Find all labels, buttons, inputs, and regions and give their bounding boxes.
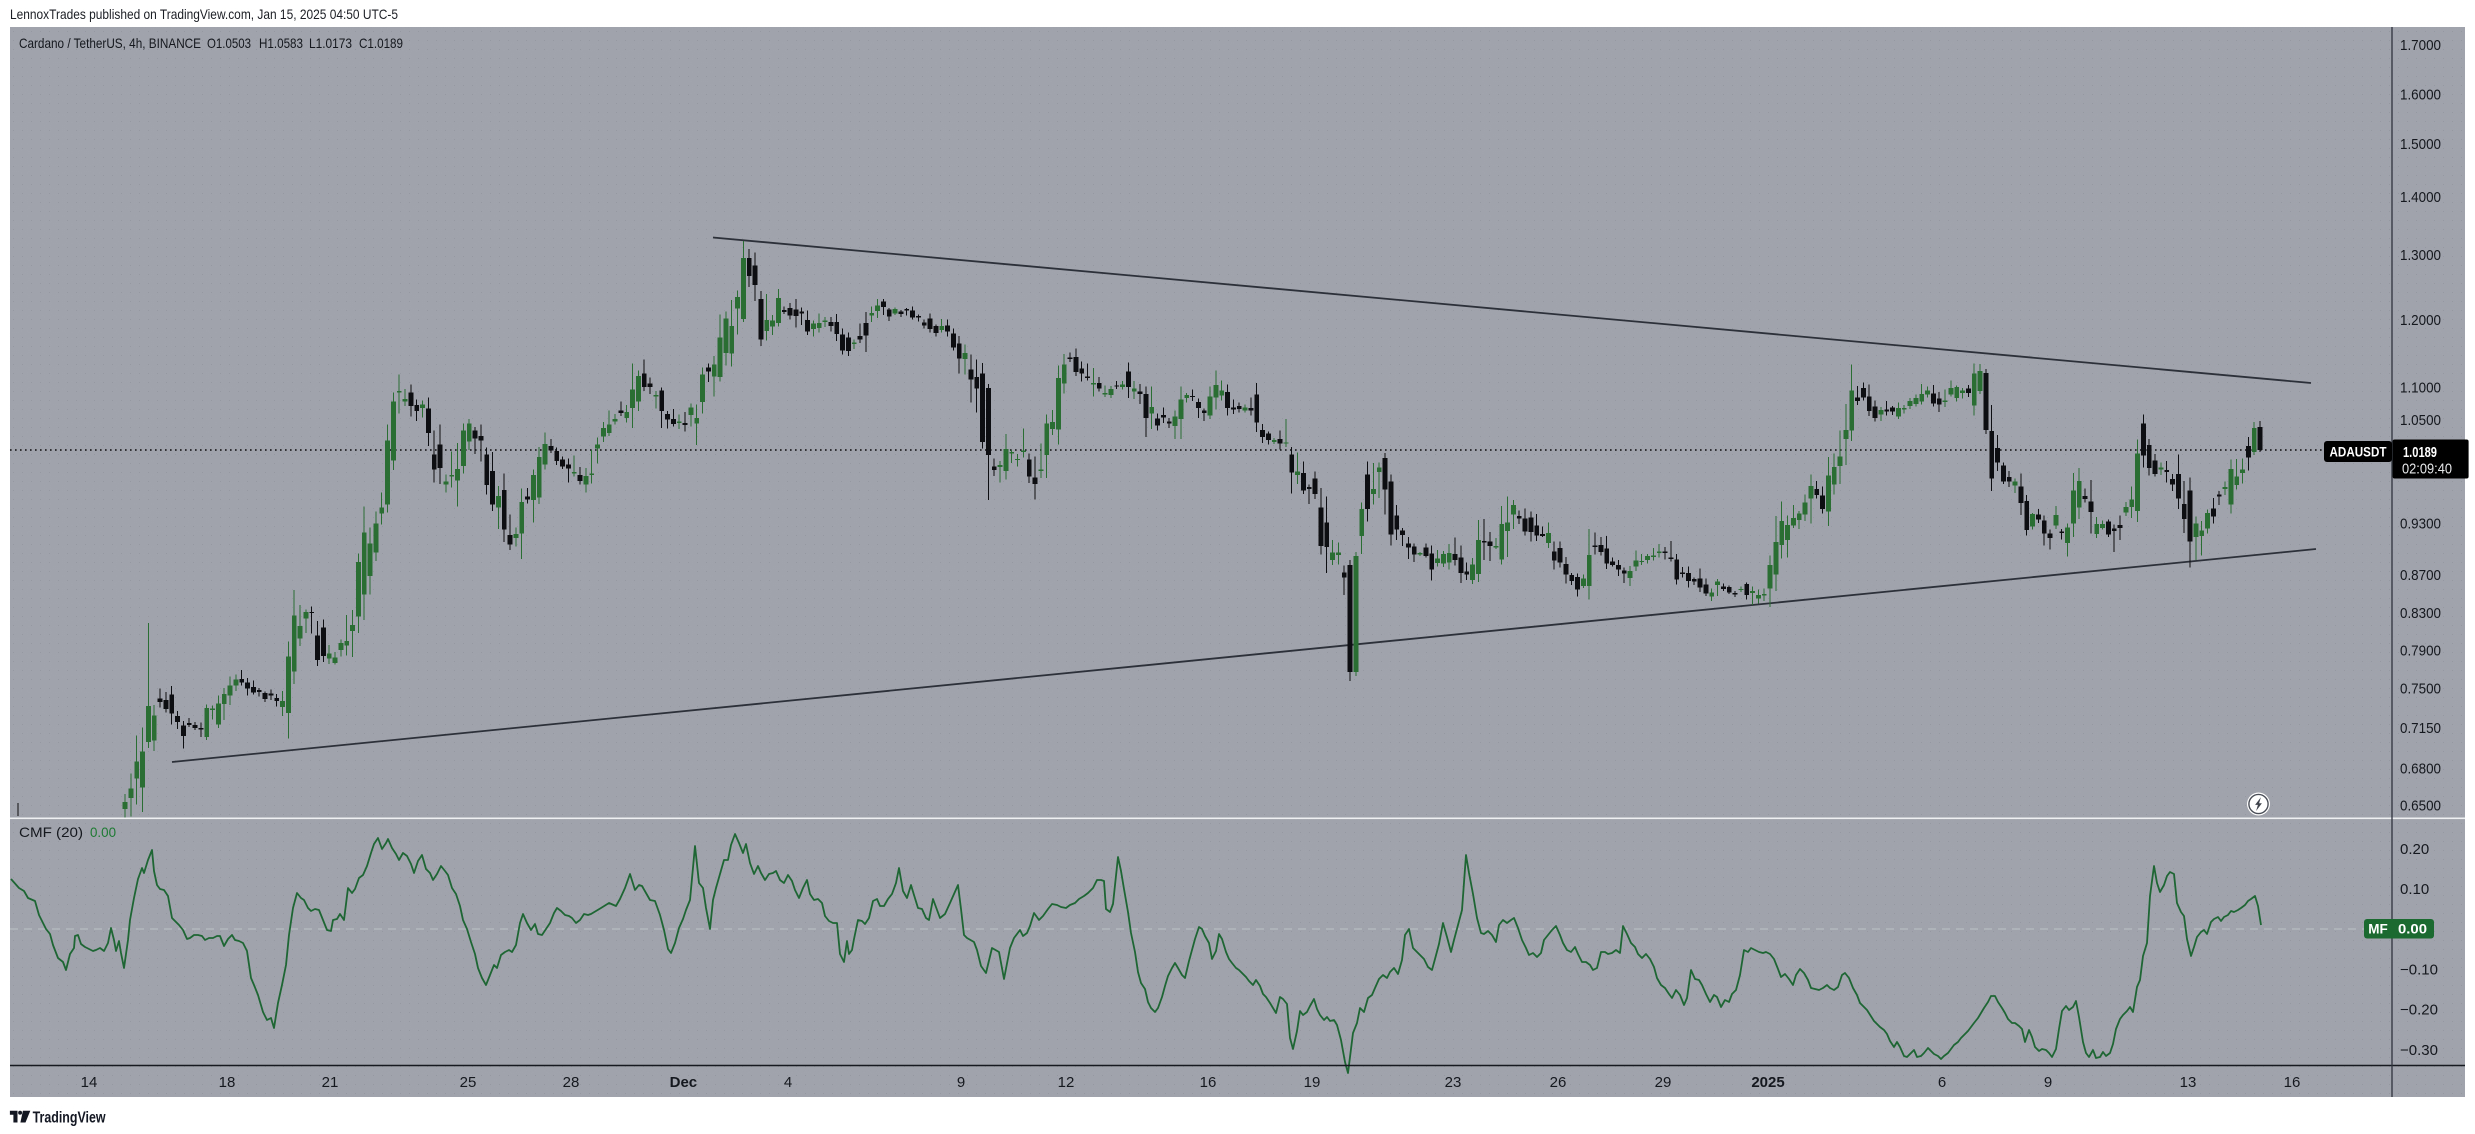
svg-text:1.5000: 1.5000 — [2400, 136, 2441, 153]
svg-text:1.3000: 1.3000 — [2400, 247, 2441, 264]
svg-text:19: 19 — [1304, 1074, 1321, 1091]
svg-text:H1.0583: H1.0583 — [259, 35, 303, 51]
svg-text:Cardano / TetherUS, 4h, BINANC: Cardano / TetherUS, 4h, BINANCE — [19, 35, 201, 51]
svg-text:1.1000: 1.1000 — [2400, 380, 2441, 397]
svg-text:ADAUSDT: ADAUSDT — [2330, 445, 2388, 460]
svg-text:0.7150: 0.7150 — [2400, 720, 2441, 737]
svg-text:12: 12 — [1058, 1074, 1075, 1091]
svg-text:L1.0173: L1.0173 — [309, 35, 352, 51]
svg-text:0.7500: 0.7500 — [2400, 681, 2441, 698]
svg-text:6: 6 — [1938, 1074, 1946, 1091]
svg-text:2025: 2025 — [1751, 1074, 1784, 1091]
svg-text:1.0500: 1.0500 — [2400, 412, 2441, 429]
svg-text:0.10: 0.10 — [2400, 881, 2429, 898]
svg-text:4: 4 — [784, 1074, 792, 1091]
svg-text:0.6500: 0.6500 — [2400, 798, 2441, 815]
svg-text:26: 26 — [1550, 1074, 1567, 1091]
svg-text:0.7900: 0.7900 — [2400, 643, 2441, 660]
svg-text:0.9300: 0.9300 — [2400, 516, 2441, 533]
svg-text:1.7000: 1.7000 — [2400, 37, 2441, 54]
svg-text:Dec: Dec — [670, 1074, 698, 1091]
svg-text:−0.20: −0.20 — [2400, 1002, 2438, 1019]
svg-text:TradingView: TradingView — [33, 1109, 107, 1126]
svg-text:MF: MF — [2368, 922, 2388, 937]
svg-text:−0.10: −0.10 — [2400, 961, 2438, 978]
svg-text:CMF (20): CMF (20) — [19, 824, 83, 840]
svg-text:21: 21 — [322, 1074, 339, 1091]
svg-text:1.6000: 1.6000 — [2400, 87, 2441, 104]
svg-text:0.20: 0.20 — [2400, 841, 2429, 858]
svg-text:25: 25 — [460, 1074, 477, 1091]
svg-text:9: 9 — [957, 1074, 965, 1091]
svg-text:29: 29 — [1655, 1074, 1672, 1091]
svg-text:16: 16 — [1200, 1074, 1217, 1091]
svg-text:16: 16 — [2284, 1074, 2301, 1091]
svg-text:23: 23 — [1445, 1074, 1462, 1091]
svg-text:O1.0503: O1.0503 — [207, 35, 251, 51]
svg-text:0.00: 0.00 — [90, 824, 116, 840]
svg-text:−0.30: −0.30 — [2400, 1042, 2438, 1059]
svg-text:02:09:40: 02:09:40 — [2402, 461, 2452, 478]
svg-text:13: 13 — [2180, 1074, 2197, 1091]
svg-text:0.00: 0.00 — [2398, 922, 2427, 937]
svg-text:9: 9 — [2044, 1074, 2052, 1091]
svg-text:0.8300: 0.8300 — [2400, 605, 2441, 622]
svg-text:LennoxTrades published on Trad: LennoxTrades published on TradingView.co… — [10, 6, 398, 22]
svg-text:1.0189: 1.0189 — [2403, 444, 2437, 461]
svg-text:0.6800: 0.6800 — [2400, 761, 2441, 778]
svg-text:C1.0189: C1.0189 — [359, 35, 403, 51]
svg-text:28: 28 — [563, 1074, 580, 1091]
svg-text:1.2000: 1.2000 — [2400, 312, 2441, 329]
svg-text:18: 18 — [219, 1074, 236, 1091]
svg-text:1.4000: 1.4000 — [2400, 189, 2441, 206]
svg-text:0.8700: 0.8700 — [2400, 567, 2441, 584]
svg-text:14: 14 — [81, 1074, 98, 1091]
